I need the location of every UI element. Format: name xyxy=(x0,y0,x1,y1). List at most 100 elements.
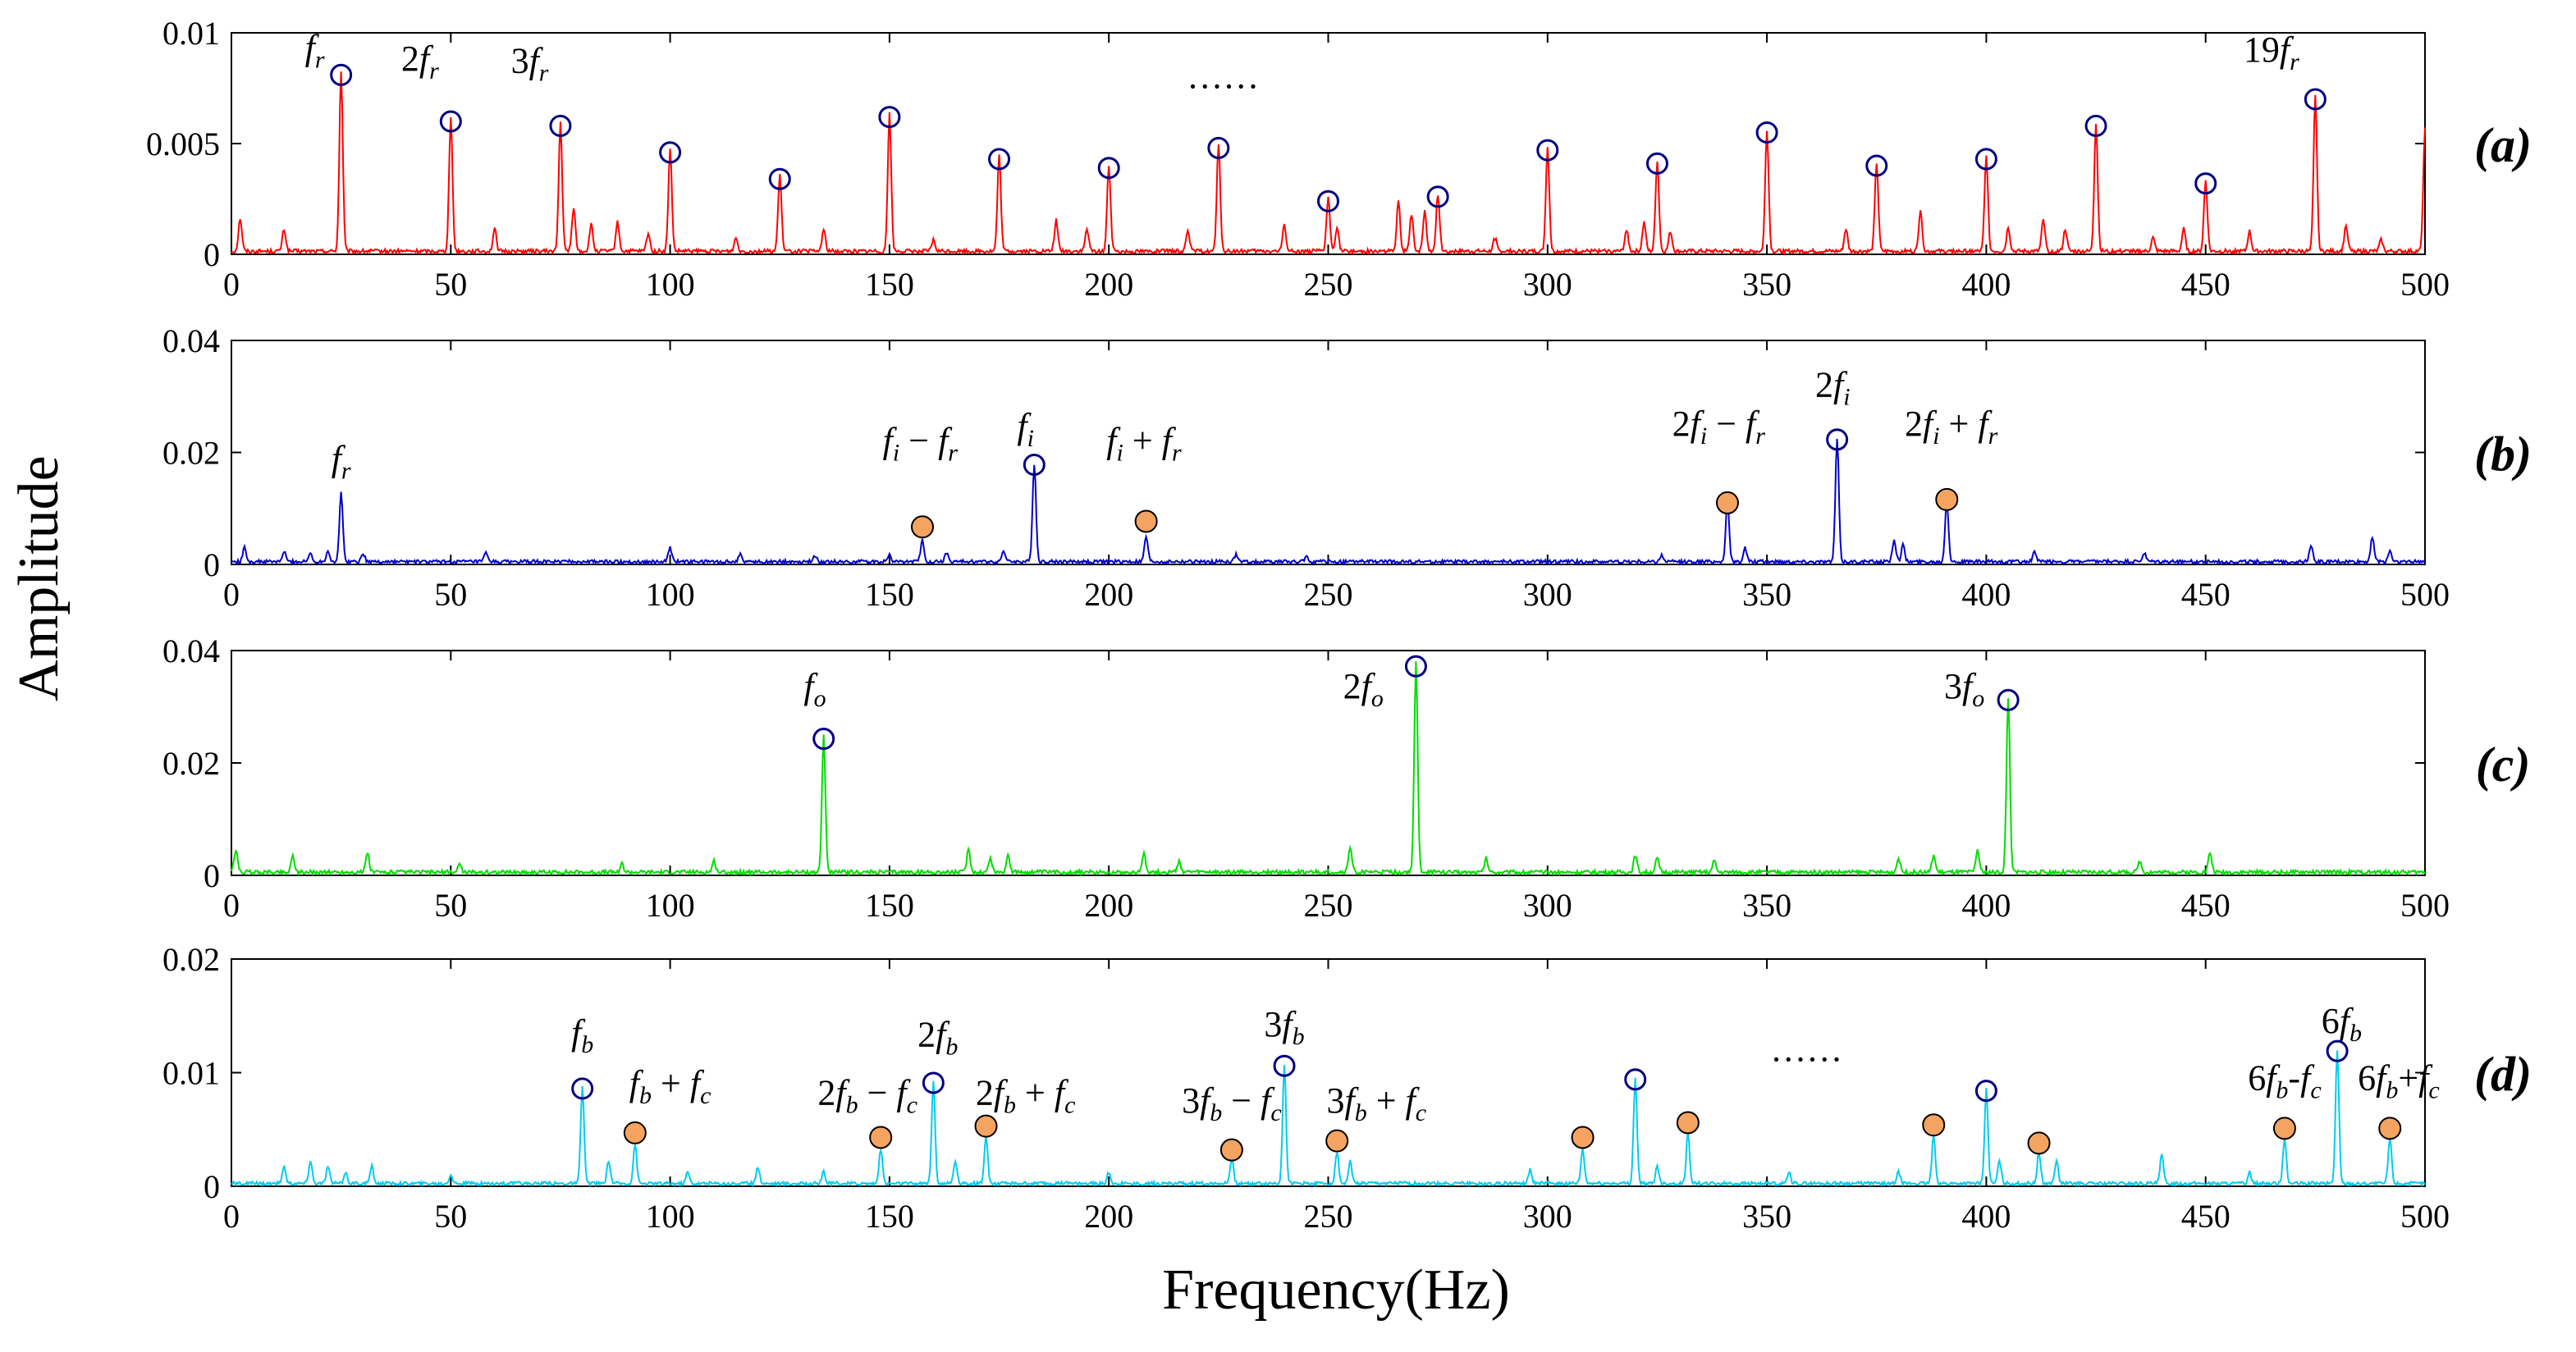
x-axis-title: Frequency(Hz) xyxy=(1162,1258,1510,1322)
x-tick-label: 300 xyxy=(1523,266,1572,303)
plot-frame xyxy=(231,958,2426,1187)
x-tick-label: 100 xyxy=(646,887,695,924)
peak-annotation: 3fb − fc xyxy=(1182,1080,1282,1126)
x-tick-label: 0 xyxy=(223,266,240,303)
x-tick-label: 300 xyxy=(1523,1198,1572,1235)
x-tick-label: 400 xyxy=(1961,266,2011,303)
peak-annotation: 2fi − fr xyxy=(1672,404,1766,450)
spectrum-line xyxy=(231,660,2426,878)
peak-annotation: fr xyxy=(305,27,325,73)
harmonic-marker xyxy=(439,110,462,133)
x-tick-label: 350 xyxy=(1742,576,1791,613)
peak-annotation: fi − fr xyxy=(883,421,959,467)
x-tick-label: 250 xyxy=(1304,887,1353,924)
harmonic-marker xyxy=(1097,157,1120,180)
peak-annotation: 2fb + fc xyxy=(976,1072,1076,1118)
panel-label: (a) xyxy=(2474,118,2532,172)
x-tick-label: 250 xyxy=(1304,266,1353,303)
x-tick-label: 500 xyxy=(2400,576,2450,613)
harmonic-marker xyxy=(2304,88,2327,111)
x-tick-label: 100 xyxy=(646,1198,695,1235)
y-tick-label: 0.01 xyxy=(162,1055,220,1092)
x-tick-label: 250 xyxy=(1304,1198,1353,1235)
x-tick-label: 250 xyxy=(1304,576,1353,613)
harmonic-marker xyxy=(1974,1080,1997,1103)
peak-annotation: 6fb+fc xyxy=(2358,1057,2440,1103)
y-tick-label: 0 xyxy=(204,1168,220,1205)
panels: 0 50 100 150 200 250 300 350 400 450 50000.0050.01… xyxy=(146,15,2532,1235)
x-tick-label: 400 xyxy=(1961,887,2011,924)
x-tick-label: 50 xyxy=(434,576,467,613)
sideband-marker xyxy=(2378,1117,2402,1140)
peak-annotation: 2fo xyxy=(1343,666,1384,712)
harmonic-marker xyxy=(1536,139,1559,162)
peak-annotation: …… xyxy=(1187,57,1259,97)
y-tick-label: 0.005 xyxy=(146,126,220,162)
plot-frame xyxy=(231,32,2426,255)
x-tick-label: 450 xyxy=(2181,887,2231,924)
harmonic-marker xyxy=(2084,114,2107,137)
harmonic-marker xyxy=(1317,190,1339,212)
x-tick-label: 500 xyxy=(2400,1198,2450,1235)
harmonic-marker xyxy=(768,167,791,190)
panel-4: 0 50 100 150 200 250 300 350 400 450 500 0 0.01 0.02 f… xyxy=(162,941,2532,1235)
x-tick-label: 50 xyxy=(434,887,467,924)
x-tick-label: 50 xyxy=(434,266,467,303)
peak-annotation: fi + fr xyxy=(1106,421,1182,467)
x-tick-label: 100 xyxy=(646,266,695,303)
x-tick-label: 100 xyxy=(646,576,695,613)
y-tick-label: 0.04 xyxy=(162,322,220,359)
x-tick-label: 200 xyxy=(1084,887,1133,924)
spectrum-line xyxy=(231,1050,2426,1188)
x-tick-label: 350 xyxy=(1742,266,1791,303)
harmonic-marker xyxy=(659,141,682,164)
sideband-marker xyxy=(1571,1126,1595,1149)
x-tick-label: 400 xyxy=(1961,1198,2011,1235)
sideband-marker xyxy=(1325,1129,1349,1153)
harmonic-marker xyxy=(549,114,572,137)
harmonic-marker xyxy=(1207,136,1230,159)
peak-annotation: fo xyxy=(803,666,826,712)
x-tick-label: 350 xyxy=(1742,887,1791,924)
harmonic-marker xyxy=(1404,655,1427,678)
x-tick-label: 200 xyxy=(1084,266,1133,303)
plot-frame xyxy=(231,650,2426,876)
x-tick-label: 150 xyxy=(865,576,914,613)
peak-annotation: 2fi xyxy=(1815,364,1851,410)
x-tick-label: 50 xyxy=(434,1198,467,1235)
x-tick-label: 450 xyxy=(2181,266,2231,303)
sideband-marker xyxy=(2027,1131,2051,1155)
x-tick-label: 150 xyxy=(865,1198,914,1235)
x-tick-label: 200 xyxy=(1084,576,1133,613)
harmonic-marker xyxy=(1755,121,1778,144)
sideband-marker xyxy=(974,1114,998,1138)
spectrum-line xyxy=(231,71,2426,256)
peak-annotation: 3fb + fc xyxy=(1326,1080,1426,1126)
x-tick-label: 0 xyxy=(223,576,240,613)
x-tick-label: 0 xyxy=(223,887,240,924)
harmonic-marker xyxy=(2194,172,2217,195)
y-tick-label: 0.02 xyxy=(162,435,220,472)
x-tick-label: 300 xyxy=(1523,887,1572,924)
y-tick-label: 0.02 xyxy=(162,941,220,978)
x-tick-label: 150 xyxy=(865,266,914,303)
peak-annotation: fr xyxy=(332,438,351,484)
y-tick-label: 0.01 xyxy=(162,15,220,52)
peak-annotation: 2fb − fc xyxy=(817,1072,917,1118)
sideband-marker xyxy=(910,515,934,539)
peak-annotation: 2fb xyxy=(917,1015,958,1061)
sideband-marker xyxy=(1922,1113,1946,1137)
peak-annotation: 3fr xyxy=(511,41,549,87)
harmonic-marker xyxy=(1624,1068,1647,1091)
harmonic-marker xyxy=(330,63,353,86)
x-tick-label: 200 xyxy=(1084,1198,1133,1235)
spectrum-line xyxy=(231,438,2426,566)
peak-annotation: 2fr xyxy=(401,39,439,84)
x-tick-label: 350 xyxy=(1742,1198,1791,1235)
x-tick-label: 400 xyxy=(1961,576,2011,613)
x-tick-label: 0 xyxy=(223,1198,240,1235)
peak-annotation: 6fb-fc xyxy=(2248,1057,2321,1103)
harmonic-marker xyxy=(922,1071,945,1094)
sideband-marker xyxy=(1219,1138,1243,1162)
